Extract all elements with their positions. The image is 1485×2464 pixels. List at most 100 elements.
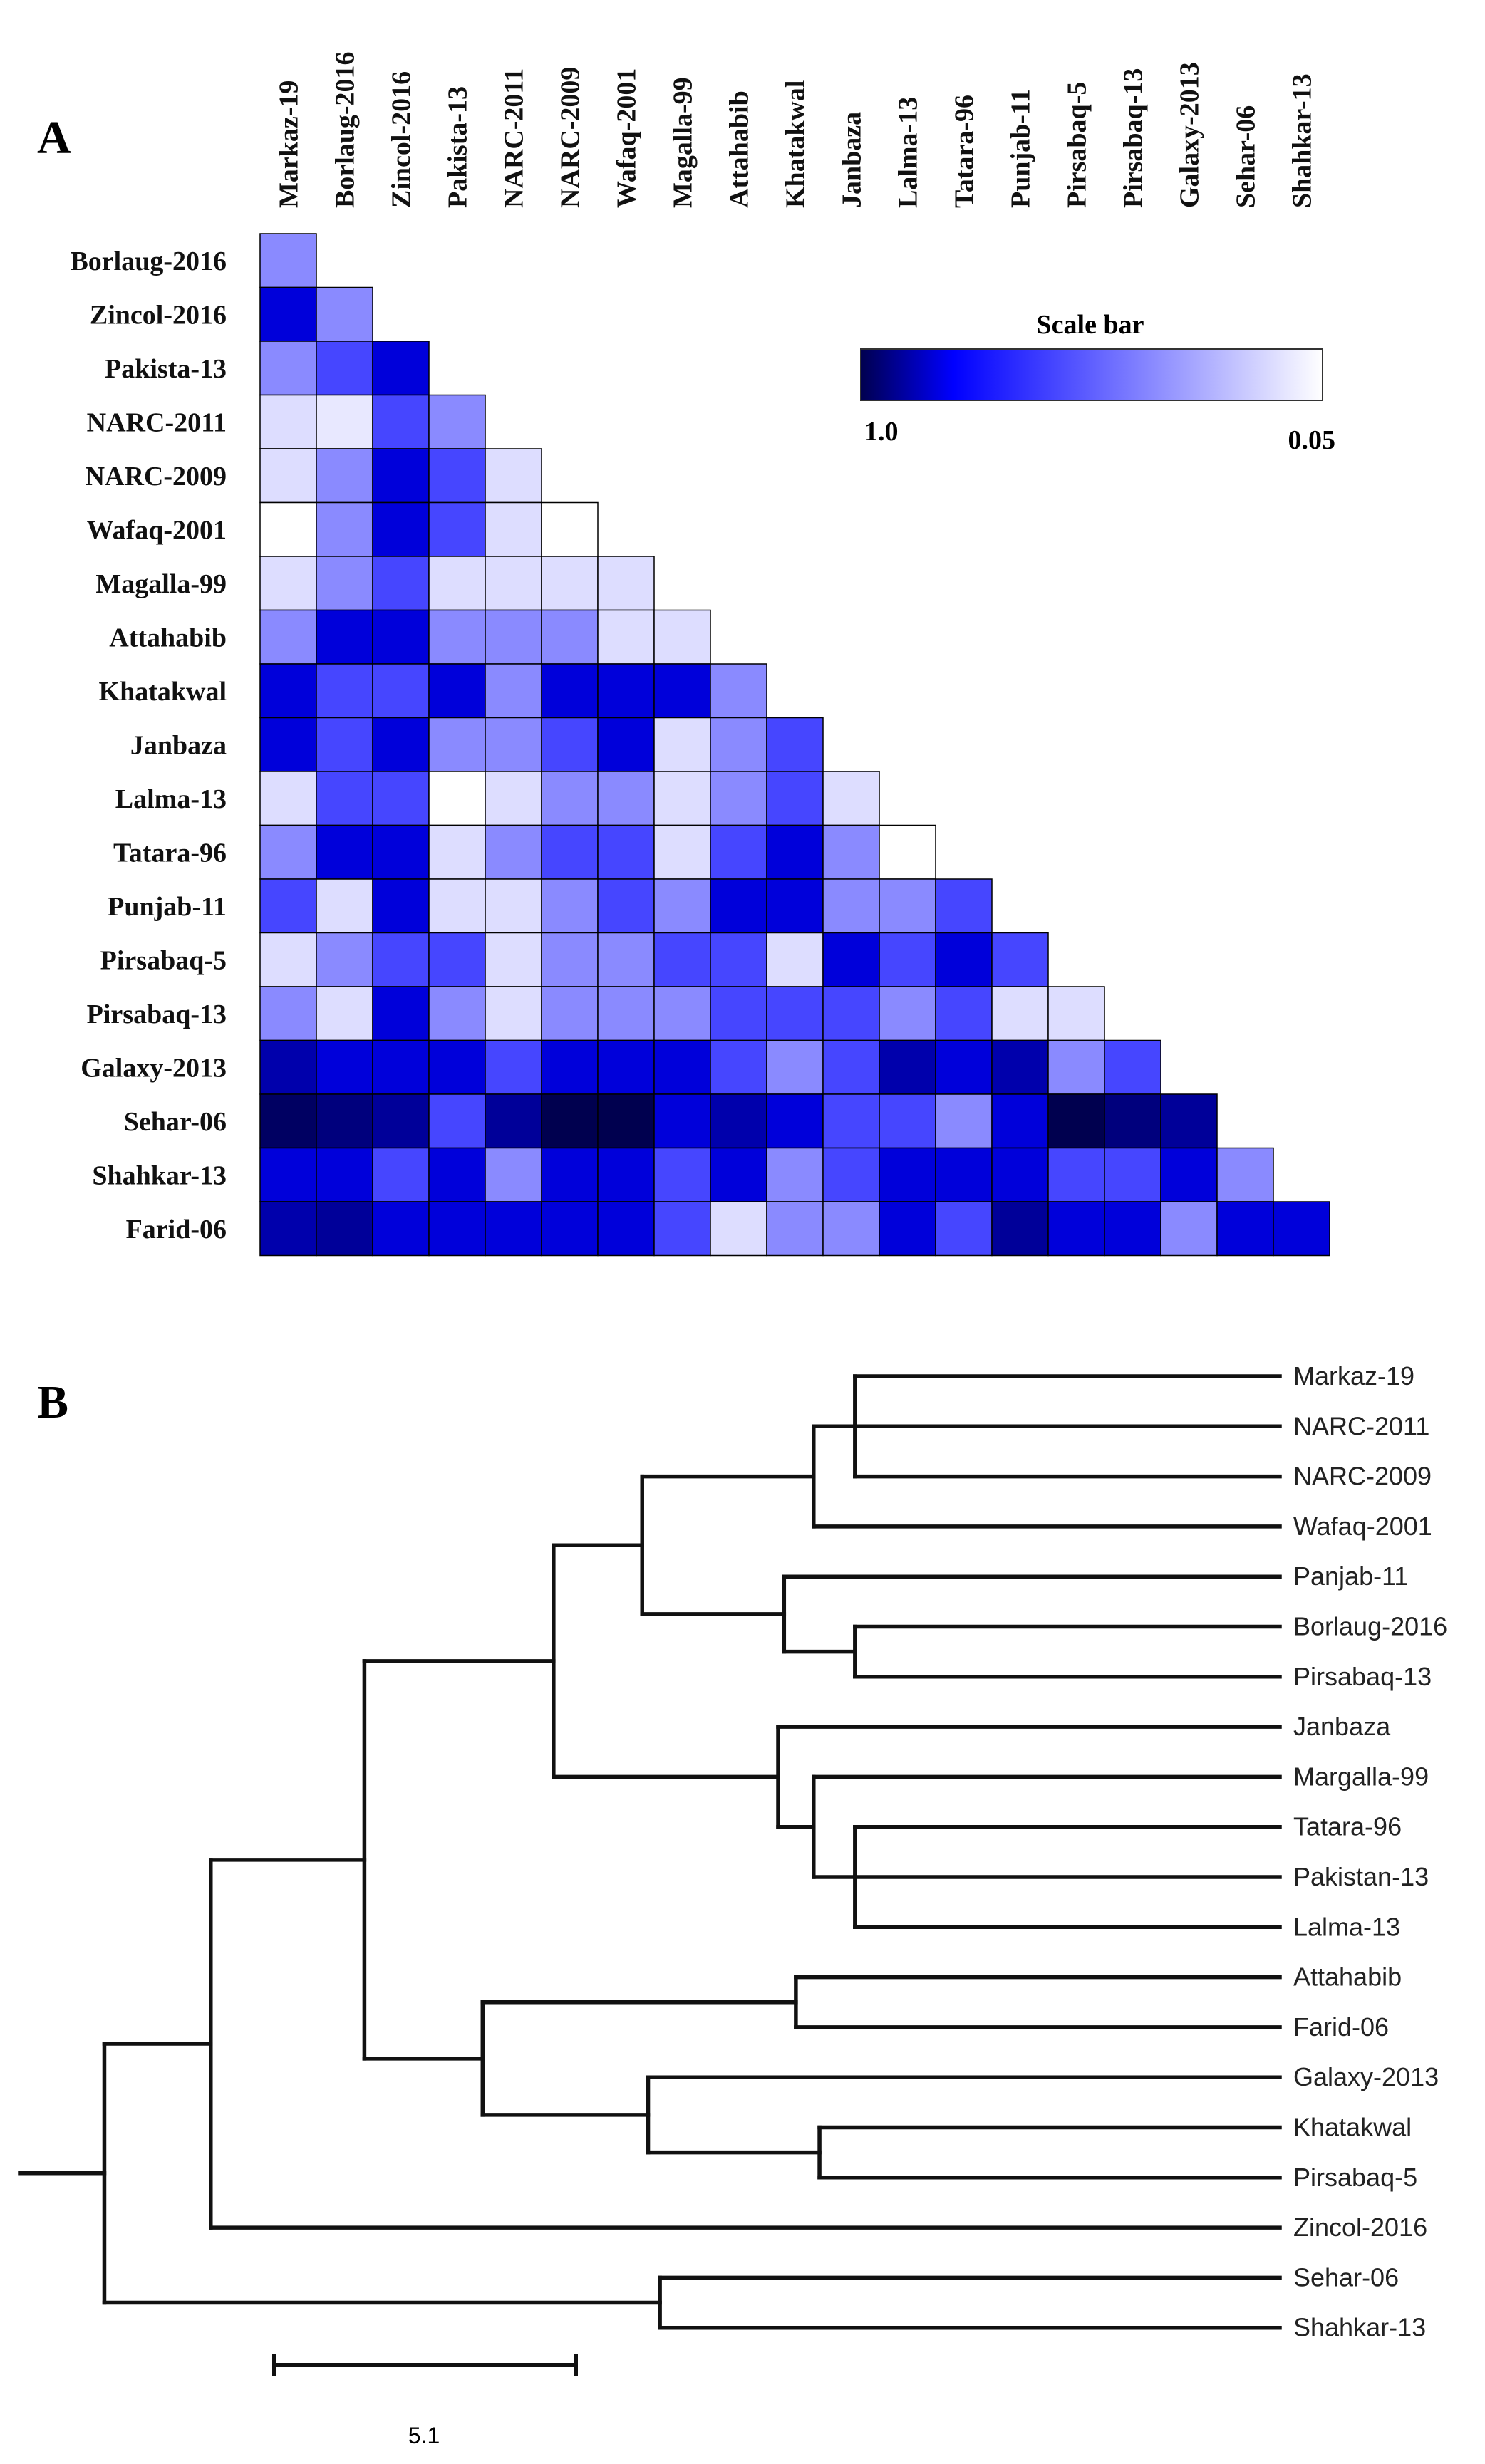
heatmap-cell: [485, 663, 542, 719]
heatmap-row-label: Galaxy-2013: [81, 1053, 227, 1083]
heatmap-cell: [597, 609, 655, 665]
heatmap-row-labels: Borlaug-2016 Zincol-2016 Pakista-13 NARC-20…: [70, 246, 227, 1244]
heatmap-row-label: Pirsabaq-13: [87, 999, 227, 1029]
heatmap-cell: [653, 932, 711, 987]
heatmap-cell: [766, 878, 824, 934]
dendrogram-leaf-label: Janbaza: [1293, 1712, 1391, 1741]
heatmap-row-label: Pakista-13: [105, 354, 227, 384]
heatmap-cell: [316, 1201, 373, 1257]
heatmap-cell: [316, 1147, 373, 1202]
heatmap-cell: [316, 771, 373, 826]
heatmap-cell: [428, 824, 486, 880]
heatmap-cell: [316, 717, 373, 772]
heatmap-cell: [259, 717, 317, 772]
heatmap-cell: [541, 501, 599, 557]
heatmap-cell: [653, 1201, 711, 1257]
heatmap-cell: [485, 1147, 542, 1202]
heatmap-cell: [541, 1093, 599, 1149]
heatmap-cell: [259, 1039, 317, 1095]
heatmap-cell: [879, 878, 936, 934]
dendrogram-leaf-label: Pirsabaq-13: [1293, 1662, 1432, 1691]
heatmap-cell: [1047, 1147, 1105, 1202]
dendrogram-leaf-label: Galaxy-2013: [1293, 2062, 1439, 2091]
heatmap-cell: [372, 986, 430, 1041]
heatmap-row-label: Tatara-96: [113, 838, 227, 868]
heatmap-cell: [541, 824, 599, 880]
heatmap-cell: [372, 341, 430, 396]
heatmap-cell: [316, 986, 373, 1041]
heatmap-cell: [822, 1147, 880, 1202]
heatmap-column-label: Magalla-99: [668, 77, 698, 208]
heatmap-cell: [372, 1201, 430, 1257]
heatmap-cell: [372, 394, 430, 449]
heatmap-column-label: Punjab-11: [1006, 89, 1036, 208]
heatmap-cell: [766, 717, 824, 772]
heatmap-cell: [710, 986, 767, 1041]
heatmap-cell: [710, 717, 767, 772]
heatmap-cell: [428, 1147, 486, 1202]
heatmap-cell: [541, 1147, 599, 1202]
heatmap-cell: [597, 1147, 655, 1202]
heatmap-cell: [935, 932, 993, 987]
heatmap-cell: [1104, 1147, 1161, 1202]
heatmap-cell: [485, 1093, 542, 1149]
heatmap-cell: [485, 501, 542, 557]
heatmap-cell: [541, 609, 599, 665]
heatmap-cell: [597, 986, 655, 1041]
heatmap-cell: [653, 824, 711, 880]
heatmap-cell: [372, 717, 430, 772]
dendrogram-scale-label: 5.1: [408, 2423, 440, 2448]
heatmap-cell: [597, 1039, 655, 1095]
heatmap-cell: [259, 501, 317, 557]
heatmap-cell: [316, 932, 373, 987]
heatmap-cell: [879, 1093, 936, 1149]
heatmap-column-label: Wafaq-2001: [612, 68, 642, 208]
heatmap-cell: [1047, 1039, 1105, 1095]
heatmap-cell: [372, 1039, 430, 1095]
dendrogram-leaf-label: Sehar-06: [1293, 2262, 1399, 2292]
heatmap-cell: [597, 1201, 655, 1257]
heatmap-cell: [316, 341, 373, 396]
scale-bar: Scale bar 1.0 0.05: [860, 310, 1336, 455]
heatmap-cell: [822, 986, 880, 1041]
heatmap-cell: [1216, 1147, 1274, 1202]
heatmap-cell: [316, 609, 373, 665]
dendrogram-leaf-label: Margalla-99: [1293, 1762, 1429, 1791]
heatmap-cell: [428, 771, 486, 826]
heatmap-cell: [541, 1201, 599, 1257]
heatmap-cell: [259, 824, 317, 880]
heatmap-cell: [991, 986, 1049, 1041]
heatmap-cell: [485, 448, 542, 504]
dendrogram-leaf-label: Pirsabaq-5: [1293, 2163, 1417, 2192]
heatmap-row-label: NARC-2009: [86, 462, 227, 492]
dendrogram-leaf-label: Tatara-96: [1293, 1812, 1402, 1841]
heatmap-cell: [485, 717, 542, 772]
heatmap-cell: [372, 878, 430, 934]
heatmap-cell: [935, 1147, 993, 1202]
heatmap-cell: [316, 878, 373, 934]
heatmap-cell: [428, 1093, 486, 1149]
heatmap-cell: [259, 771, 317, 826]
heatmap-cell: [485, 1039, 542, 1095]
heatmap: [259, 233, 1330, 1257]
panel-a-label: A: [37, 112, 71, 164]
heatmap-cell: [1216, 1201, 1274, 1257]
heatmap-column-label: Khatakwal: [781, 80, 811, 208]
dendrogram-leaf-label: Borlaug-2016: [1293, 1612, 1447, 1641]
dendrogram-leaf-label: Wafaq-2001: [1293, 1512, 1432, 1541]
heatmap-cell: [428, 878, 486, 934]
heatmap-cell: [1104, 1093, 1161, 1149]
scale-bar-max-label: 0.05: [1288, 425, 1336, 455]
heatmap-cell: [597, 556, 655, 611]
heatmap-column-label: Borlaug-2016: [331, 51, 361, 208]
heatmap-cell: [1104, 1201, 1161, 1257]
heatmap-row-label: Lalma-13: [115, 784, 227, 814]
heatmap-cell: [428, 556, 486, 611]
heatmap-cell: [1047, 1201, 1105, 1257]
heatmap-column-label: Lalma-13: [894, 97, 923, 208]
heatmap-cell: [935, 1093, 993, 1149]
heatmap-cell: [710, 1039, 767, 1095]
heatmap-row-label: Wafaq-2001: [87, 515, 227, 545]
dendrogram-leaf-label: Khatakwal: [1293, 2113, 1412, 2142]
